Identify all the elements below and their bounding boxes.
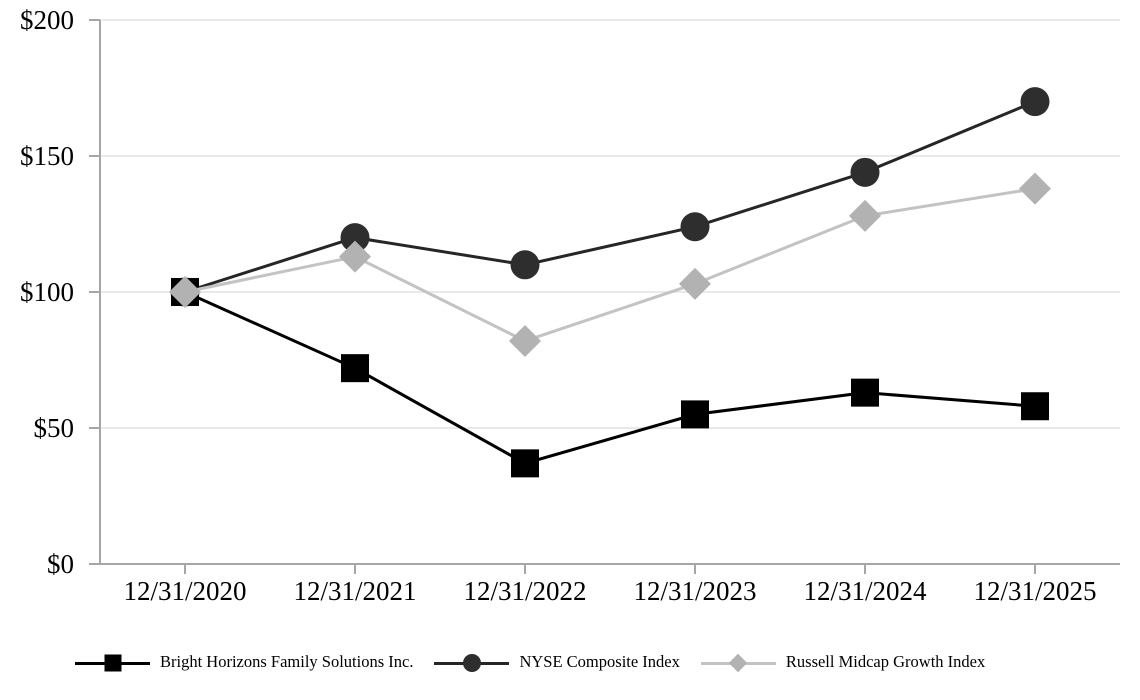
diamond-marker-icon bbox=[509, 324, 541, 357]
circle-marker-icon bbox=[462, 654, 481, 672]
line-chart-svg: $200$150$100$50$012/31/2020 12/31/2021 12/… bbox=[20, 5, 1120, 606]
y-tick-label: $200 bbox=[20, 5, 74, 35]
diamond-marker-icon bbox=[679, 267, 711, 300]
x-tick-label: 12/31/2023 bbox=[633, 576, 756, 606]
x-tick-label: 12/31/2025 bbox=[973, 576, 1096, 606]
y-tick-label: $0 bbox=[47, 549, 74, 579]
x-tick-label: 12/31/2024 bbox=[803, 576, 927, 606]
plot-area: $200 $150 $100 $50 $0 12/31/2020 12/31/2021 12/… bbox=[20, 5, 1120, 606]
legend-label-bright-horizons: Bright Horizons Family Solutions Inc. bbox=[160, 651, 414, 671]
series-0 bbox=[171, 278, 1049, 478]
square-marker-icon bbox=[511, 449, 539, 478]
y-tick-label: $50 bbox=[34, 413, 75, 443]
y-axis-ticks: $200 $150 $100 $50 $0 bbox=[20, 5, 100, 579]
x-axis-ticks: 12/31/2020 12/31/2021 12/31/2022 12/31/2023… bbox=[123, 564, 1097, 606]
square-marker-icon bbox=[341, 354, 369, 383]
legend-label-nyse-composite: NYSE Composite Index bbox=[519, 651, 680, 671]
chart-legend: Bright Horizons Family Solutions Inc. NY… bbox=[75, 643, 1095, 683]
diamond-marker-icon bbox=[729, 653, 748, 673]
circle-marker-icon bbox=[680, 212, 710, 242]
gridlines bbox=[100, 19, 1120, 429]
y-tick-label: $100 bbox=[20, 277, 74, 307]
square-marker-icon bbox=[681, 400, 709, 429]
legend-item-russell-midcap: Russell Midcap Growth Index bbox=[700, 646, 986, 680]
legend-label-russell-midcap: Russell Midcap Growth Index bbox=[785, 651, 986, 671]
x-tick-label: 12/31/2021 bbox=[293, 576, 416, 606]
diamond-marker-icon bbox=[339, 240, 371, 273]
legend-swatch-bright-horizons bbox=[75, 646, 150, 680]
circle-marker-icon bbox=[340, 223, 370, 253]
square-marker-icon bbox=[104, 654, 121, 672]
y-tick-label: $150 bbox=[20, 141, 74, 171]
series-1 bbox=[170, 87, 1050, 307]
circle-marker-icon bbox=[510, 250, 540, 280]
circle-marker-icon bbox=[850, 157, 880, 187]
diamond-marker-icon bbox=[169, 276, 201, 308]
square-marker-icon bbox=[851, 378, 879, 407]
circle-marker-icon bbox=[1020, 87, 1050, 117]
x-tick-label: 12/31/2020 bbox=[123, 576, 246, 606]
diamond-marker-icon bbox=[1019, 172, 1051, 205]
series-2 bbox=[169, 172, 1051, 357]
legend-item-nyse-composite: NYSE Composite Index bbox=[434, 646, 680, 680]
legend-item-bright-horizons: Bright Horizons Family Solutions Inc. bbox=[75, 646, 413, 680]
diamond-marker-icon bbox=[849, 199, 881, 232]
legend-swatch-nyse-composite bbox=[434, 646, 510, 680]
square-marker-icon bbox=[1021, 392, 1049, 421]
x-tick-label: 12/31/2022 bbox=[463, 576, 586, 606]
legend-swatch-russell-midcap bbox=[700, 646, 776, 680]
